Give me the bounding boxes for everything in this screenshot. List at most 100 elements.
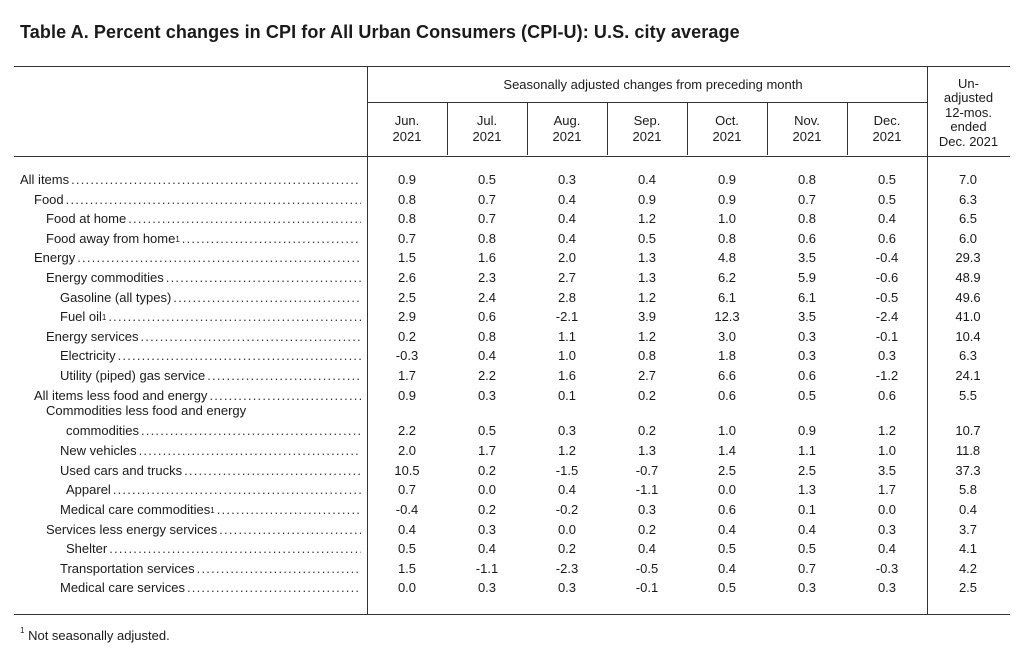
monthly-value: 0.4 [557,482,577,498]
monthly-value: 0.5 [877,191,897,207]
unadjusted-value: 3.7 [958,521,978,537]
seasonally-adjusted-header: Seasonally adjusted changes from precedi… [503,77,803,92]
monthly-value: -0.5 [875,289,899,305]
monthly-value: 1.7 [397,368,417,383]
monthly-value: 3.9 [637,309,657,325]
unadjusted-value: 6.5 [958,211,978,227]
table-row: Energy services.........................… [14,325,1010,345]
monthly-value: 0.4 [557,211,577,227]
table-title: Table A. Percent changes in CPI for All … [20,22,740,42]
column-rule [607,103,608,155]
table-row: Food at home............................… [14,207,1010,227]
monthly-value: 0.9 [717,172,737,187]
monthly-value: 0.7 [797,560,817,576]
row-label: Energy services.........................… [14,329,361,344]
unadjusted-value: 6.3 [958,348,978,364]
monthly-value: 0.6 [877,387,897,403]
dot-leader: ........................................… [209,387,361,403]
unadjusted-value: 4.2 [958,560,978,576]
dot-leader: ........................................… [112,482,361,498]
monthly-value: 1.3 [797,482,817,498]
monthly-value: 0.8 [397,191,417,207]
monthly-value: 0.2 [557,541,577,557]
monthly-value: 0.6 [797,230,817,246]
monthly-value: 1.0 [717,423,737,439]
table-row: Fuel oil 1...............................… [14,305,1010,325]
unadjusted-header-line: adjusted [943,90,994,106]
row-label: Used cars and trucks....................… [14,463,361,478]
table-row: Food away from home 1....................… [14,227,1010,247]
dot-leader: ........................................… [138,443,361,459]
dot-leader: ........................................… [128,211,361,227]
monthly-value: 0.0 [477,482,497,498]
monthly-value: 0.2 [637,423,657,439]
monthly-value: 0.1 [557,387,577,403]
month-header-month: Aug. [553,113,581,128]
monthly-value: -1.1 [635,482,659,498]
dot-leader: ........................................… [71,172,361,187]
unadjusted-value: 2.5 [958,580,978,596]
dot-leader: ........................................… [108,309,361,325]
table-row: Used cars and trucks....................… [14,459,1010,479]
monthly-value: 0.4 [637,541,657,557]
row-label: Shelter.................................… [14,541,361,556]
monthly-value: 1.5 [397,560,417,576]
month-header-month: Sep. [633,113,661,128]
monthly-value: 2.5 [397,289,417,305]
monthly-value: -0.6 [875,270,899,285]
row-label-top: Commodities less food and energy [46,403,247,419]
row-label: All items...............................… [14,172,361,187]
monthly-value: -1.2 [875,368,899,383]
unadjusted-value: 48.9 [955,270,981,285]
unadjusted-value: 11.8 [955,443,981,459]
dot-leader: ........................................… [196,560,361,576]
row-label: All items less food and energy..........… [14,388,361,403]
unadjusted-value: 7.0 [958,172,978,187]
month-header: Oct. 2021 [687,103,767,155]
monthly-value: -0.1 [635,580,659,596]
row-label-text: Apparel [66,482,111,498]
month-header-month: Nov. [794,113,820,128]
dot-leader: ........................................… [216,502,361,517]
monthly-value: -0.4 [395,502,419,517]
footnote-ref: 1 [210,506,215,515]
monthly-value: 0.3 [477,521,497,537]
row-label: Food away from home 1....................… [14,231,361,246]
column-rule [927,67,928,614]
unadjusted-header-line: 12-mos. [945,104,992,120]
unadjusted-value: 41.0 [955,309,981,325]
monthly-value: 0.5 [717,580,737,596]
monthly-value: -0.7 [635,462,659,478]
monthly-value: 1.7 [477,443,497,459]
row-label-text: Used cars and trucks [60,462,183,478]
monthly-value: 0.4 [637,172,657,187]
row-label-text: Medical care services [60,580,185,596]
monthly-value: -0.1 [875,328,899,344]
dot-leader: ........................................… [173,289,361,305]
unadjusted-value: 0.4 [958,502,978,517]
monthly-value: 0.3 [877,348,897,364]
column-rule [687,103,688,155]
unadjusted-value: 6.0 [958,230,978,246]
dot-leader: ........................................… [219,521,361,537]
table-row: Medical care services...................… [14,576,1010,596]
table-row: Energy commodities......................… [14,266,1010,286]
table-row: Energy..................................… [14,246,1010,266]
monthly-value: 2.9 [397,309,417,325]
row-label-text: Shelter [66,541,108,557]
monthly-value: 6.2 [717,270,737,285]
monthly-value: 0.9 [797,423,817,439]
monthly-value: 0.8 [397,211,417,227]
table-row: Utility (piped) gas service.............… [14,364,1010,384]
row-label: New vehicles............................… [14,443,361,458]
unadjusted-value: 37.3 [955,462,981,478]
monthly-value: 2.2 [397,423,417,439]
monthly-value: 4.8 [717,250,737,266]
monthly-value: 1.2 [637,211,657,227]
monthly-value: 0.3 [797,348,817,364]
monthly-value: 1.0 [877,443,897,459]
monthly-value: 0.5 [397,541,417,557]
month-header-year: 2021 [872,129,902,144]
column-rule [847,103,848,155]
monthly-value: 0.8 [717,230,737,246]
